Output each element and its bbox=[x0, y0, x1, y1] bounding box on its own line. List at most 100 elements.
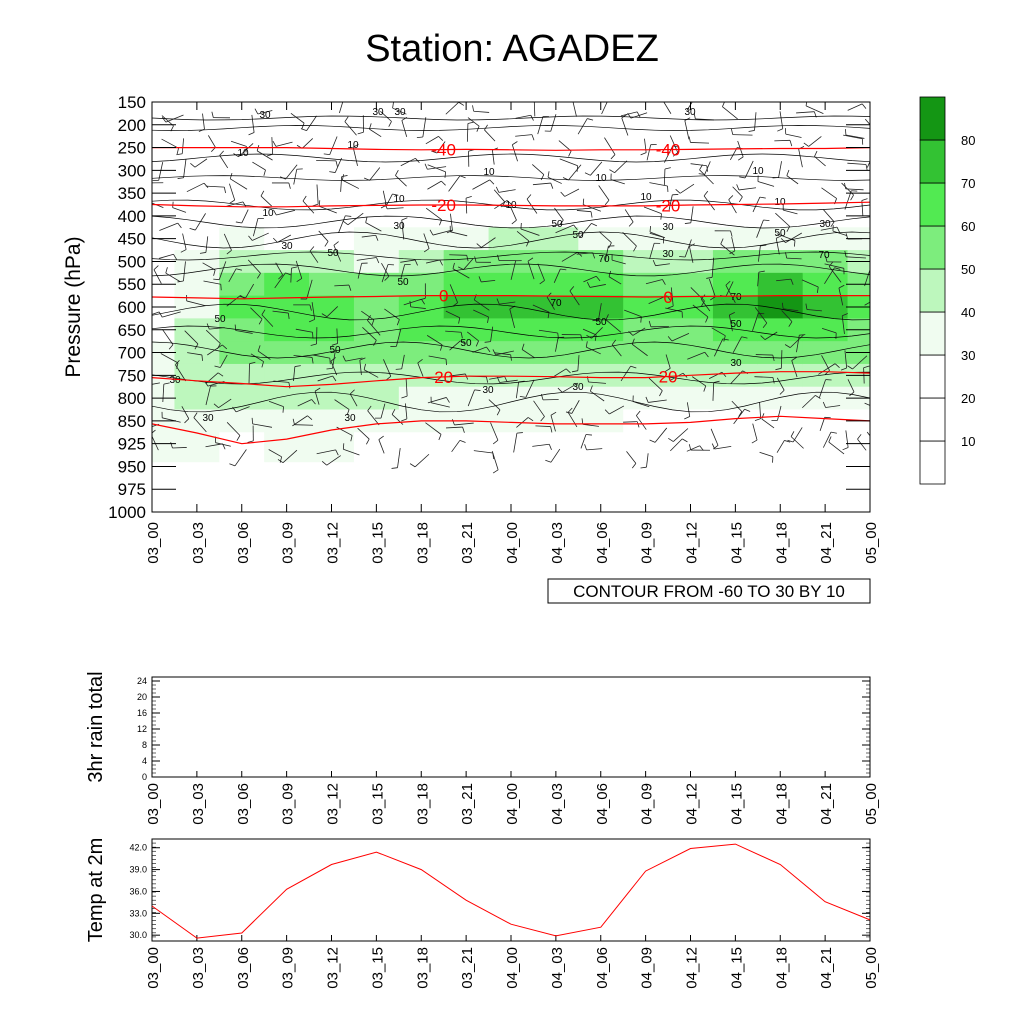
wind-barb-flag bbox=[345, 215, 352, 217]
wind-barb-flag bbox=[805, 303, 808, 310]
wind-barb-shaft bbox=[820, 226, 838, 231]
humidity-cell bbox=[353, 386, 400, 410]
wind-barb-shaft bbox=[579, 223, 592, 239]
humidity-cell bbox=[309, 207, 355, 228]
humidity-cell bbox=[353, 227, 400, 251]
wind-barb-flag bbox=[219, 150, 224, 156]
wind-barb-shaft bbox=[852, 355, 868, 370]
wind-barb-flag bbox=[728, 195, 734, 200]
wind-barb-flag bbox=[730, 230, 733, 237]
wind-barb-shaft bbox=[186, 182, 205, 193]
wind-barb-flag bbox=[236, 435, 241, 441]
wind-barb-shaft bbox=[686, 445, 700, 452]
colorbar-label: 10 bbox=[961, 434, 975, 449]
humidity-cell bbox=[398, 250, 445, 274]
wind-barb-flag bbox=[458, 102, 465, 106]
wind-barb-flag bbox=[439, 259, 443, 266]
wind-barb-shaft bbox=[824, 267, 835, 285]
humidity-cell bbox=[398, 363, 445, 388]
wind-barb-flag bbox=[873, 132, 876, 137]
wind-barb-shaft bbox=[391, 414, 404, 425]
wind-barb-flag bbox=[309, 304, 312, 311]
wind-barb-flag bbox=[824, 370, 830, 375]
wind-barb-shaft bbox=[261, 314, 274, 327]
wind-barb-shaft bbox=[580, 434, 587, 449]
humidity-cell bbox=[174, 363, 220, 388]
wind-barb-shaft bbox=[235, 406, 250, 413]
wind-barb-shaft bbox=[387, 207, 404, 210]
humidity-cell bbox=[533, 409, 579, 433]
wind-barb-flag bbox=[633, 245, 637, 252]
wind-barb-shaft bbox=[752, 423, 758, 441]
wind-barb-flag bbox=[367, 405, 372, 412]
wind-barb-flag bbox=[239, 295, 246, 299]
main-xtick-label: 04_21 bbox=[818, 522, 835, 564]
wind-barb-shaft bbox=[205, 236, 209, 253]
wind-barb-shaft bbox=[473, 309, 489, 318]
rain-xtick-label: 03_12 bbox=[325, 783, 342, 825]
wind-barb-shaft bbox=[725, 285, 736, 303]
wind-barb-flag bbox=[214, 365, 221, 368]
wind-barb-flag bbox=[424, 163, 428, 170]
wind-barb-flag bbox=[504, 376, 508, 383]
wind-barb-flag bbox=[184, 418, 190, 424]
wind-barb-shaft bbox=[414, 453, 430, 468]
wind-barb-flag bbox=[713, 380, 720, 383]
wind-barb-flag bbox=[492, 439, 499, 445]
wind-barb-flag bbox=[857, 434, 862, 440]
humidity-contour-line bbox=[152, 231, 870, 249]
humidity-cell bbox=[264, 318, 310, 342]
main-ytick-label: 650 bbox=[118, 321, 146, 340]
wind-barb-flag bbox=[401, 418, 408, 422]
humidity-cell bbox=[174, 341, 220, 365]
wind-barb-flag bbox=[431, 150, 438, 154]
humidity-cell bbox=[398, 272, 445, 297]
rain-ytick-label: 16 bbox=[137, 708, 147, 718]
wind-barb-shaft bbox=[489, 376, 505, 380]
wind-barb-shaft bbox=[757, 181, 775, 187]
wind-barb-flag bbox=[260, 190, 265, 197]
wind-barb-flag bbox=[438, 434, 442, 441]
temp-ytick-label: 42.0 bbox=[129, 843, 147, 853]
wind-barb-shaft bbox=[450, 231, 468, 237]
wind-barb-flag bbox=[879, 297, 883, 301]
temp-xtick-label: 03_09 bbox=[280, 947, 297, 989]
humidity-cell bbox=[353, 409, 400, 433]
main-ytick-label: 975 bbox=[118, 480, 146, 499]
rain-xtick-label: 03_06 bbox=[235, 783, 252, 825]
wind-barb-shaft bbox=[564, 188, 580, 197]
wind-barb-shaft bbox=[582, 328, 597, 336]
isotherm-label: 0 bbox=[663, 288, 672, 307]
wind-barb-shaft bbox=[403, 298, 422, 306]
wind-barb-shaft bbox=[230, 140, 247, 147]
wind-barb-flag bbox=[395, 169, 399, 176]
wind-barb-flag bbox=[465, 195, 472, 199]
wind-barb-flag bbox=[257, 345, 261, 352]
wind-barb-flag bbox=[496, 409, 501, 416]
main-ytick-label: 600 bbox=[118, 298, 146, 317]
wind-barb-shaft bbox=[532, 182, 551, 186]
humidity-contour-label: 30 bbox=[662, 249, 674, 260]
rain-xtick-label: 03_21 bbox=[459, 783, 476, 825]
wind-barb-flag bbox=[814, 150, 818, 157]
humidity-cell bbox=[757, 227, 804, 251]
humidity-cell bbox=[533, 318, 579, 342]
rain-xtick-label: 04_15 bbox=[728, 783, 745, 825]
wind-barb-flag bbox=[661, 93, 665, 97]
wind-barb-shaft bbox=[363, 369, 379, 378]
humidity-cell bbox=[488, 272, 534, 297]
wind-barb-shaft bbox=[427, 166, 447, 170]
humidity-cell bbox=[802, 272, 849, 297]
wind-barb-flag bbox=[332, 375, 337, 382]
wind-barb-flag bbox=[684, 222, 691, 224]
wind-barb-shaft bbox=[586, 448, 603, 451]
wind-barb-flag bbox=[636, 111, 641, 118]
temp-xtick-label: 03_12 bbox=[325, 947, 342, 989]
temp-xtick-label: 03_15 bbox=[369, 947, 386, 989]
wind-barb-shaft bbox=[513, 433, 518, 453]
wind-barb-flag bbox=[790, 278, 794, 285]
wind-barb-flag bbox=[302, 195, 307, 202]
wind-barb-shaft bbox=[445, 310, 460, 319]
wind-barb-shaft bbox=[369, 167, 381, 181]
wind-barb-flag bbox=[258, 318, 263, 325]
